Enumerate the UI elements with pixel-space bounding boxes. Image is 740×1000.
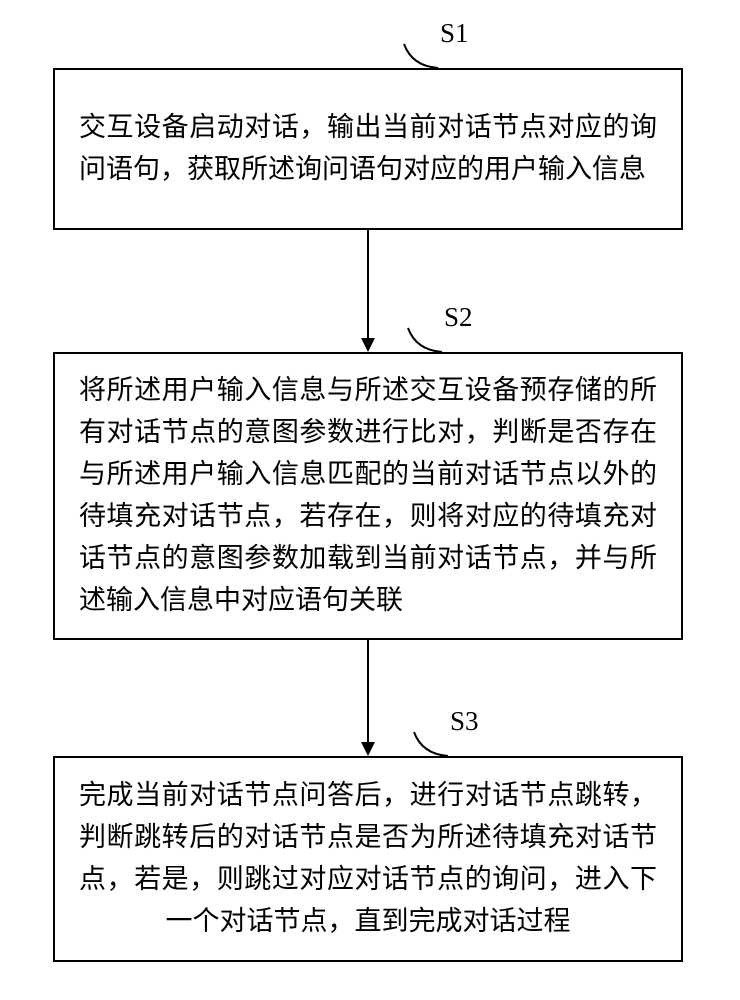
step-label-s3: S3: [450, 706, 479, 737]
step-label-s2: S2: [444, 302, 473, 333]
flowchart-canvas: S1 交互设备启动对话，输出当前对话节点对应的询问语句，获取所述询问语句对应的用…: [0, 0, 740, 1000]
step-box-s3: 完成当前对话节点问答后，进行对话节点跳转，判断跳转后的对话节点是否为所述待填充对…: [53, 756, 683, 962]
step-text-s3: 完成当前对话节点问答后，进行对话节点跳转，判断跳转后的对话节点是否为所述待填充对…: [79, 775, 657, 942]
step-label-s1: S1: [440, 18, 469, 49]
arrow-head-s1-s2: [361, 338, 375, 352]
arrow-s1-s2: [367, 230, 369, 338]
step-box-s2: 将所述用户输入信息与所述交互设备预存储的所有对话节点的意图参数进行比对，判断是否…: [53, 352, 683, 640]
arrow-s2-s3: [367, 640, 369, 742]
step-text-s1: 交互设备启动对话，输出当前对话节点对应的询问语句，获取所述询问语句对应的用户输入…: [79, 107, 657, 191]
step-box-s1: 交互设备启动对话，输出当前对话节点对应的询问语句，获取所述询问语句对应的用户输入…: [53, 68, 683, 230]
arrow-head-s2-s3: [361, 742, 375, 756]
step-text-s2: 将所述用户输入信息与所述交互设备预存储的所有对话节点的意图参数进行比对，判断是否…: [79, 370, 657, 621]
